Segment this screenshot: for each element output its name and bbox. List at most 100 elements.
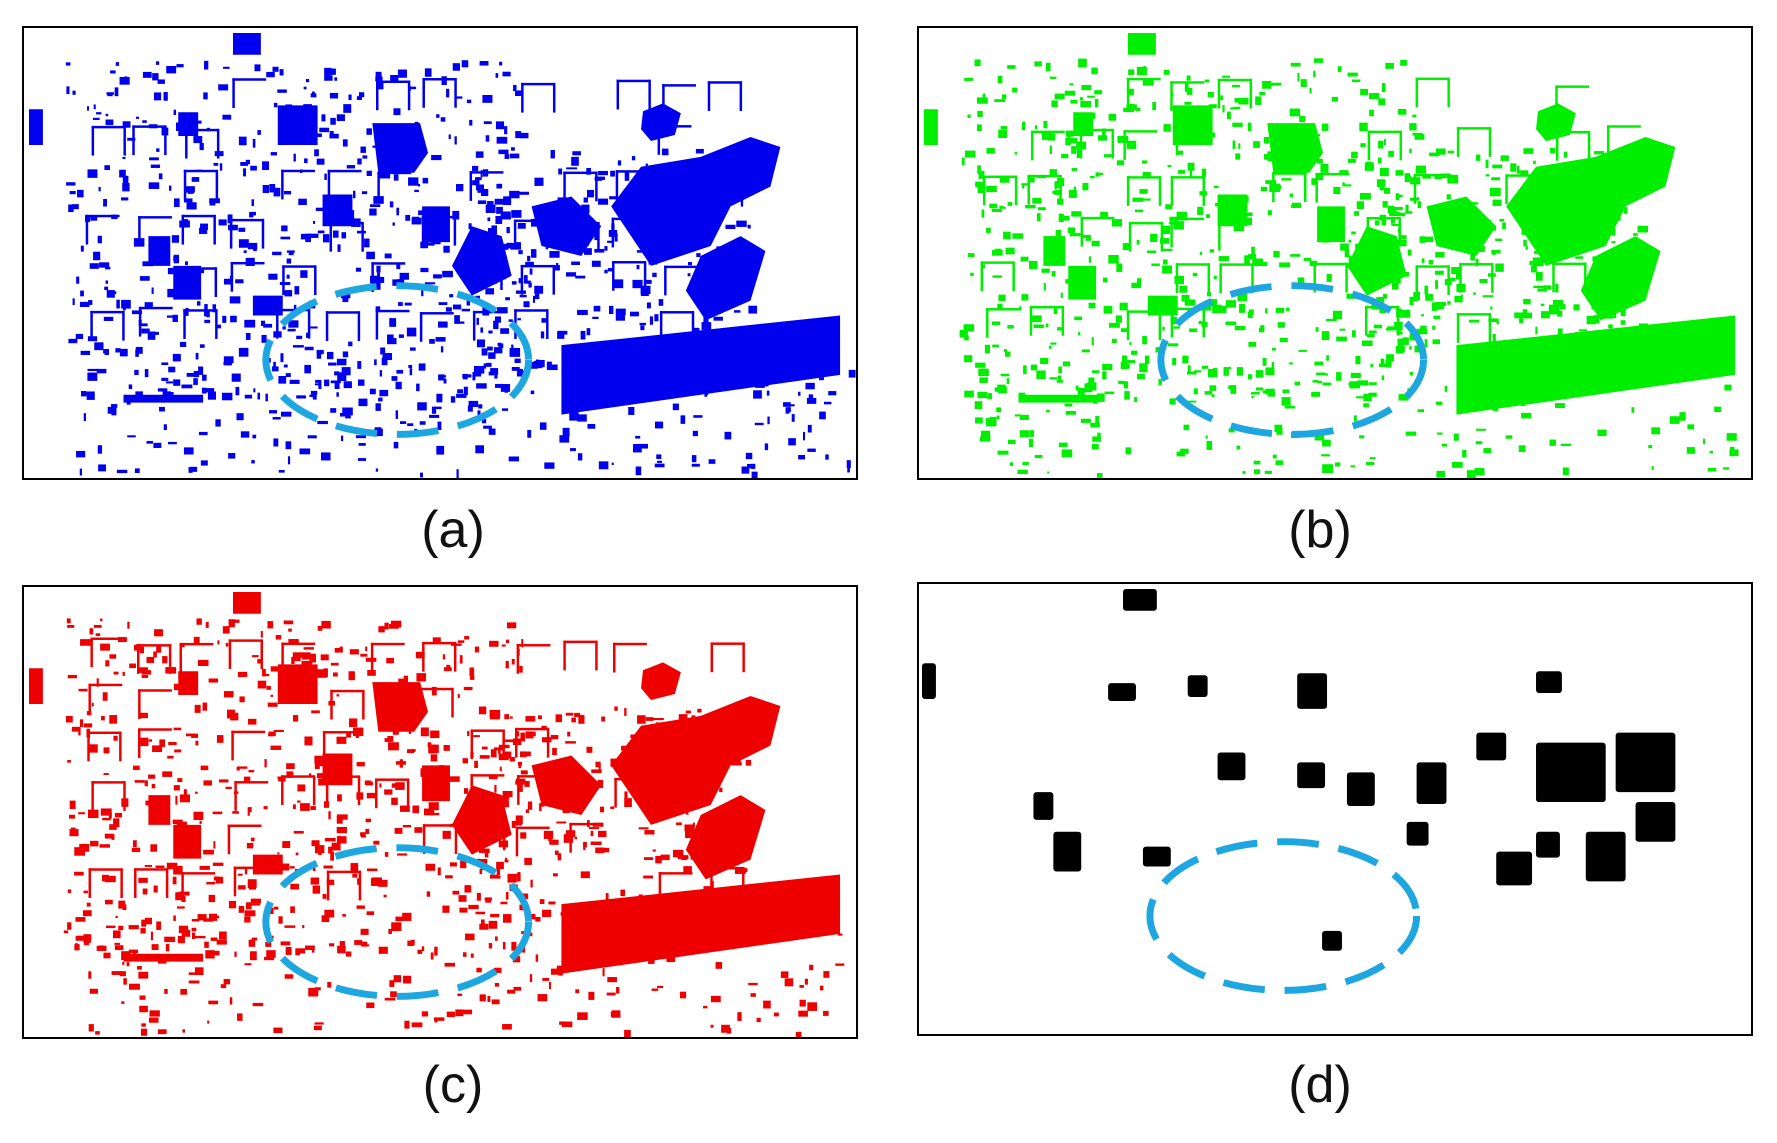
pixel-cluster [248,718,257,725]
pixel-cluster [375,403,381,411]
building-edge [742,866,745,897]
pixel-cluster [1395,193,1400,201]
building-edge [516,644,520,674]
pixel-cluster [472,180,478,186]
pixel-cluster [278,469,285,473]
pixel-cluster [412,805,420,814]
pixel-cluster [1176,451,1186,457]
pixel-cluster [1405,204,1409,214]
building-edge [1170,81,1173,111]
building-edge [1014,175,1018,206]
building-blob [123,953,204,962]
pixel-cluster [1019,306,1022,311]
pixel-cluster [1034,125,1038,130]
pixel-cluster [103,773,109,776]
pixel-cluster [461,60,469,68]
pixel-cluster [999,177,1010,183]
pixel-cluster [696,253,701,258]
pixel-cluster [511,820,516,828]
pixel-cluster [624,798,632,808]
pixel-cluster [697,708,702,713]
pixel-cluster [488,774,498,780]
building-edge [1456,313,1460,343]
pixel-cluster [268,273,278,280]
pixel-cluster [457,694,460,699]
building-edge [1079,128,1083,159]
building-edge [520,264,555,268]
pixel-cluster [114,812,123,818]
building-edge [1079,128,1114,132]
pixel-cluster [297,784,306,792]
pixel-cluster [153,92,162,101]
pixel-cluster [151,287,154,294]
pixel-cluster [1074,316,1083,321]
pixel-cluster [1036,370,1046,380]
building-edge [552,82,556,113]
building-edge [569,822,572,853]
pixel-cluster [336,114,345,122]
pixel-cluster [285,441,292,450]
pixel-cluster [558,168,563,175]
pixel-cluster [1489,187,1501,197]
pixel-cluster [496,866,501,876]
pixel-cluster [1379,167,1389,177]
building-blob [1322,930,1342,951]
pixel-cluster [356,905,365,909]
pixel-cluster [610,170,615,177]
pixel-cluster [1260,186,1268,192]
building-edge [707,81,742,84]
pixel-cluster [284,290,293,297]
pixel-cluster [1005,247,1015,255]
pixel-cluster [959,330,968,338]
pixel-cluster [71,204,79,210]
pixel-cluster [237,766,248,769]
pixel-cluster [766,390,770,396]
pixel-cluster [741,466,750,474]
pixel-cluster [313,1025,322,1031]
pixel-cluster [245,257,255,266]
building-edge [123,781,126,811]
building-edge [563,171,598,175]
building-edge [1126,176,1161,179]
pixel-cluster [475,295,481,299]
pixel-cluster [257,392,261,400]
pixel-cluster [998,129,1007,139]
pixel-cluster [516,731,520,737]
building-edge [227,824,231,855]
pixel-cluster [1381,375,1385,381]
pixel-cluster [141,328,150,334]
pixel-cluster [1115,315,1122,323]
pixel-cluster [1414,134,1425,140]
pixel-cluster [1253,460,1261,465]
pixel-cluster [805,382,815,390]
pixel-cluster [595,761,601,768]
pixel-cluster [1051,271,1056,277]
pixel-cluster [517,318,521,321]
building-blob [422,206,450,243]
pixel-cluster [748,305,758,314]
pixel-cluster [1129,342,1132,345]
pixel-cluster [528,282,532,288]
pixel-cluster [1387,205,1395,214]
pixel-cluster [88,300,93,305]
pixel-cluster [278,376,287,384]
pixel-cluster [515,780,525,785]
pixel-cluster [1573,304,1580,311]
pixel-cluster [456,393,467,398]
pixel-cluster [324,837,336,842]
pixel-cluster [460,860,467,869]
pixel-cluster [485,900,492,903]
pixel-cluster [319,127,330,133]
pixel-cluster [107,93,113,97]
pixel-cluster [141,675,149,678]
pixel-cluster [539,422,547,430]
pixel-cluster [96,112,102,115]
building-blob [1147,295,1178,316]
building-edge [1505,174,1540,177]
pixel-cluster [1173,221,1184,230]
pixel-cluster [479,923,489,930]
pixel-cluster [1400,235,1407,240]
pixel-cluster [119,971,126,977]
pixel-cluster [173,198,180,208]
pixel-cluster [128,949,139,954]
